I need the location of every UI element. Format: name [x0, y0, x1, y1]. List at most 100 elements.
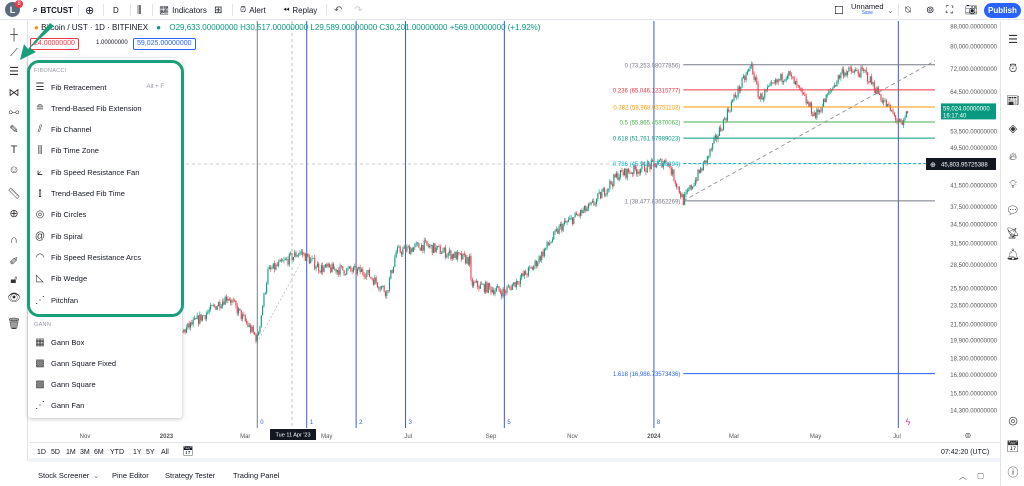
ideas-lightbulb-icon[interactable]: 💡︎: [1009, 179, 1017, 191]
undo-icon[interactable]: ↶: [334, 4, 343, 16]
camera-snapshot-icon[interactable]: 📷︎: [965, 4, 978, 16]
candle-body: [359, 267, 361, 272]
layers-icon[interactable]: ◈: [1008, 123, 1018, 135]
candle-body: [248, 325, 250, 327]
settings-gear-icon[interactable]: ⊚: [926, 4, 935, 16]
range-ytd[interactable]: YTD: [110, 449, 124, 456]
candles-chart-type-icon[interactable]: ⫼: [137, 4, 142, 16]
menu-item-gann-square[interactable]: ▩ Gann Square: [33, 375, 178, 393]
menu-item-gann-box[interactable]: ▦ Gann Box: [33, 333, 178, 351]
calendar-icon[interactable]: 📅︎: [1006, 441, 1020, 453]
replay-button[interactable]: ⏪︎ Replay: [283, 3, 317, 17]
menu-item-fib-wedge[interactable]: ◺ Fib Wedge: [33, 270, 178, 288]
range-all[interactable]: All: [161, 449, 169, 456]
ruler-icon[interactable]: 📏︎: [7, 188, 21, 200]
fullscreen-icon[interactable]: ⛶: [946, 4, 953, 16]
lightning-event-icon[interactable]: ϟ: [906, 417, 911, 427]
candle-body: [406, 246, 408, 252]
menu-item-trend-based-fib-time[interactable]: ⫾ Trend-Based Fib Time: [33, 185, 178, 203]
candle-body: [247, 323, 249, 327]
stay-drawing-mode-icon[interactable]: ✐: [9, 256, 19, 268]
price-axis[interactable]: [940, 21, 1000, 441]
menu-item-gann-fan[interactable]: ⋰ Gann Fan: [33, 396, 178, 414]
plus-icon[interactable]: ⊕: [930, 162, 936, 169]
menu-item-fib-speed-resistance-fan[interactable]: ⟀ Fib Speed Resistance Fan: [33, 163, 178, 181]
hotlist-fire-icon[interactable]: 🔥︎: [1008, 151, 1018, 163]
layout-name-button[interactable]: Unnamed Save: [851, 3, 884, 17]
menu-item-label: Fib Spiral: [51, 231, 83, 241]
target-icon[interactable]: ◎: [1008, 415, 1018, 427]
menu-item-fib-speed-resistance-arcs[interactable]: ◠ Fib Speed Resistance Arcs: [33, 248, 178, 266]
candle-body: [303, 253, 305, 255]
range-5y[interactable]: 5Y: [146, 449, 155, 456]
layout-checkbox-icon[interactable]: ☐: [834, 4, 844, 17]
patterns-icon[interactable]: ⋈: [8, 87, 20, 99]
goto-date-calendar-icon[interactable]: 📅︎: [182, 446, 194, 456]
candle-body: [619, 170, 622, 178]
forecasting-icon[interactable]: ⧟: [8, 106, 20, 118]
menu-item-fib-retracement[interactable]: ☰ Fib Retracement Alt + F: [33, 78, 178, 96]
menu-item-gann-square-fixed[interactable]: ▩ Gann Square Fixed: [33, 354, 178, 372]
emoji-icon[interactable]: ☺: [8, 164, 20, 176]
compare-add-icon[interactable]: ⊕: [85, 4, 95, 17]
templates-grid-icon[interactable]: ⊞: [214, 4, 223, 16]
publish-button[interactable]: Publish: [984, 3, 1021, 18]
magnet-icon[interactable]: ∩: [10, 234, 18, 246]
range-6m[interactable]: 6M: [94, 449, 104, 456]
watchlist-icon[interactable]: ☰: [1008, 34, 1018, 46]
trend-line-icon[interactable]: ⟋: [10, 47, 18, 59]
menu-item-trend-based-fib-extension[interactable]: ≘ Trend-Based Fib Extension: [33, 99, 178, 117]
tab-trading-panel[interactable]: Trading Panel: [233, 471, 280, 480]
maximize-panel-icon[interactable]: ▢: [977, 471, 985, 480]
buy-price-button[interactable]: 59,025.00000000: [133, 38, 196, 50]
alerts-clock-icon[interactable]: ⏰︎: [1008, 63, 1018, 75]
ohlc-close: C30,201.00000000: [379, 23, 448, 32]
news-icon[interactable]: 📰︎: [1006, 95, 1020, 107]
text-icon[interactable]: T: [10, 144, 18, 156]
quick-search-icon[interactable]: ⍉: [905, 4, 911, 16]
range-5d[interactable]: 5D: [51, 449, 60, 456]
range-3m[interactable]: 3M: [80, 449, 90, 456]
chevron-down-icon[interactable]: ⌄: [887, 5, 894, 15]
sell-price-button[interactable]: 24.00000000: [30, 38, 79, 50]
trash-icon[interactable]: 🗑︎: [7, 318, 21, 330]
range-1d[interactable]: 1D: [37, 449, 46, 456]
range-1m[interactable]: 1M: [66, 449, 76, 456]
menu-item-fib-circles[interactable]: ◎ Fib Circles: [33, 206, 178, 224]
menu-item-fib-time-zone[interactable]: ⫼ Fib Time Zone: [33, 142, 178, 160]
help-icon[interactable]: ⓘ: [1007, 467, 1019, 479]
axis-settings-icon[interactable]: ⊚: [965, 431, 972, 440]
candle-body: [252, 326, 254, 333]
redo-icon[interactable]: ↷: [354, 4, 363, 16]
menu-item-fib-channel[interactable]: ⫽ Fib Channel: [33, 121, 178, 139]
eye-icon[interactable]: 👁︎: [7, 292, 21, 304]
tab-strategy-tester[interactable]: Strategy Tester: [165, 471, 216, 480]
menu-item-pitchfan[interactable]: ⋰ Pitchfan: [33, 291, 178, 309]
brush-icon[interactable]: ✎: [9, 124, 19, 136]
zoom-in-icon[interactable]: ⊕: [9, 208, 19, 220]
notifications-bell-icon[interactable]: 🔔︎: [1006, 249, 1020, 261]
price-axis-label: 23,500.00000000: [950, 304, 997, 310]
symbol-title[interactable]: Bitcoin / UST · 1D · BITFINEX: [41, 23, 149, 32]
candle-body: [454, 252, 456, 258]
collapse-panel-icon[interactable]: ︿: [959, 472, 967, 481]
indicators-button[interactable]: 📈︎ Indicators: [159, 3, 207, 17]
crosshair-icon[interactable]: ┼: [10, 29, 18, 41]
fib-time-zone-label: 5: [507, 420, 511, 426]
lock-icon[interactable]: 🔓︎: [10, 274, 18, 286]
candle-body: [867, 72, 869, 82]
fib-trend-line[interactable]: [683, 60, 936, 202]
menu-item-fib-spiral[interactable]: @ Fib Spiral: [33, 227, 178, 245]
tab-pine-editor[interactable]: Pine Editor: [112, 471, 149, 480]
alert-button[interactable]: ⏰︎ Alert: [240, 3, 266, 17]
candle-body: [728, 109, 730, 112]
utc-clock[interactable]: 07:42:20 (UTC): [941, 449, 990, 456]
fib-retracement-tool-icon[interactable]: ☰: [9, 66, 19, 78]
chat-icon[interactable]: 💬︎: [1006, 205, 1020, 217]
tab-stock-screener[interactable]: Stock Screener: [38, 471, 90, 480]
symbol-search-button[interactable]: ⌕ BTCUST: [33, 3, 73, 17]
chevron-down-icon[interactable]: ⌄: [93, 471, 100, 480]
interval-button[interactable]: D: [113, 5, 119, 15]
streams-icon[interactable]: 📡︎: [1006, 228, 1020, 240]
range-1y[interactable]: 1Y: [133, 449, 142, 456]
